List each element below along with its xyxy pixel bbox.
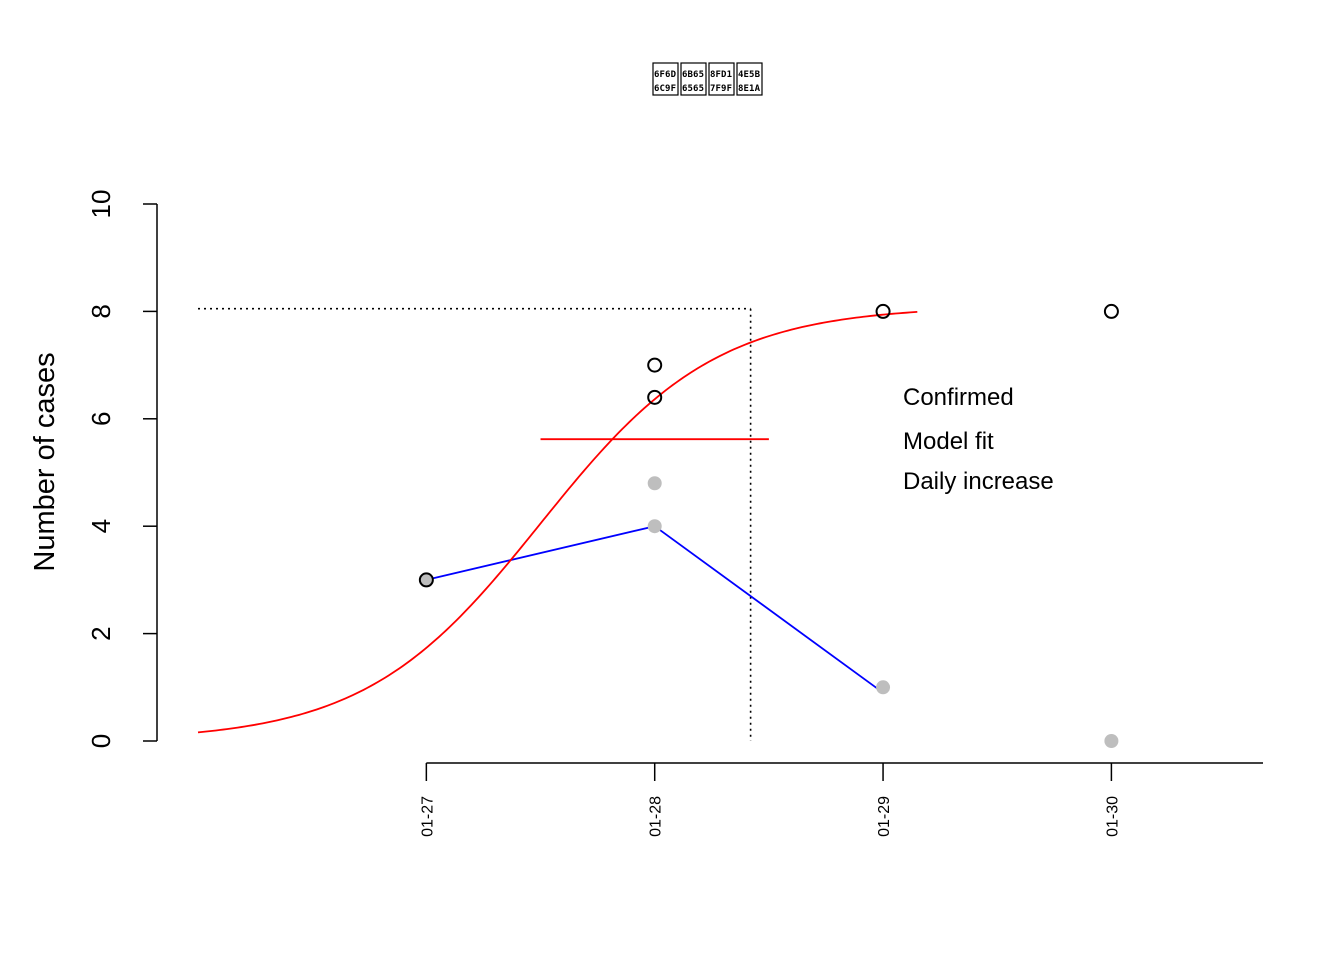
title-glyph: 6F6D 6C9F <box>652 62 679 96</box>
legend-entry: Daily increase <box>903 468 1054 495</box>
y-tick-label: 4 <box>86 519 116 533</box>
y-tick-label: 2 <box>86 626 116 640</box>
y-tick-label: 6 <box>86 412 116 426</box>
chart-title: 6F6D 6C9F 6B65 6565 8FD1 7F9F 4E5B 8E1A <box>652 62 763 96</box>
svg-text:7F9F: 7F9F <box>710 84 732 94</box>
x-tick-label: 01-29 <box>876 796 893 837</box>
reference-lines <box>198 307 752 741</box>
y-tick-label: 8 <box>86 304 116 318</box>
legend: Confirmed Model fit Daily increase <box>540 384 1054 495</box>
daily-increase-point <box>1104 734 1119 748</box>
confirmed-point <box>1103 303 1119 319</box>
svg-text:8E1A: 8E1A <box>738 84 761 94</box>
svg-text:6B65: 6B65 <box>682 70 704 80</box>
plot-area <box>197 303 1119 748</box>
x-tick-label: 01-27 <box>419 796 436 837</box>
model-fit-curve <box>197 311 918 734</box>
x-tick-label: 01-28 <box>648 796 665 837</box>
y-axis: 0 2 4 6 8 10 <box>86 190 158 748</box>
y-axis-label: Number of cases <box>29 352 61 571</box>
daily-increase-line <box>426 525 884 694</box>
title-glyph: 4E5B 8E1A <box>736 62 763 96</box>
confirmed-point <box>418 572 434 588</box>
title-glyph: 6B65 6565 <box>680 62 707 96</box>
svg-text:8FD1: 8FD1 <box>710 70 732 80</box>
daily-increase-point <box>647 476 662 491</box>
svg-text:4E5B: 4E5B <box>738 70 761 80</box>
x-tick-label: 01-30 <box>1104 796 1121 837</box>
legend-entry: Confirmed <box>903 384 1014 411</box>
confirmed-point <box>875 303 891 319</box>
x-axis: 01-27 01-28 01-29 01-30 <box>419 762 1263 837</box>
daily-increase-point <box>647 519 662 534</box>
daily-increase-point <box>876 680 891 695</box>
svg-text:6C9F: 6C9F <box>654 84 676 94</box>
confirmed-point <box>647 389 663 405</box>
svg-text:6F6D: 6F6D <box>654 70 677 80</box>
title-glyph: 8FD1 7F9F <box>708 62 735 96</box>
legend-entry: Model fit <box>903 428 994 455</box>
daily-increase-point <box>419 572 434 587</box>
confirmed-point <box>647 357 663 373</box>
svg-text:6565: 6565 <box>682 84 704 94</box>
y-tick-label: 10 <box>86 190 116 219</box>
y-tick-label: 0 <box>86 734 116 748</box>
